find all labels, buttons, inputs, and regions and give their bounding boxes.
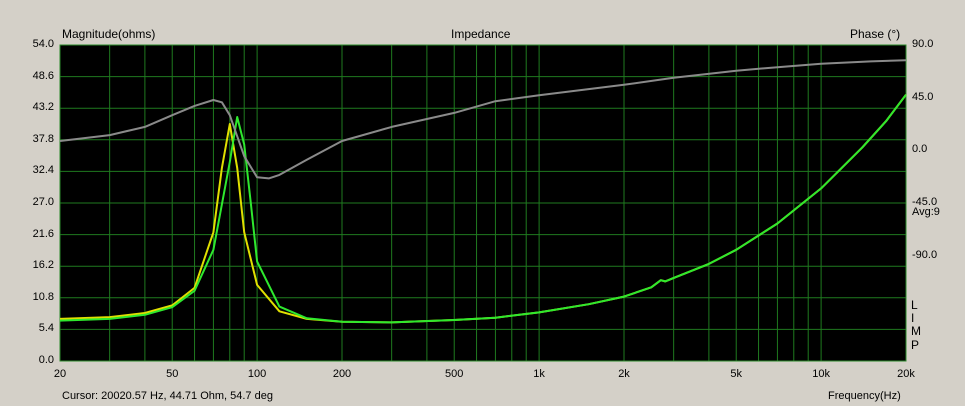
y-tick-label-left: 0.0 [38, 354, 54, 366]
limp-letter-i: I [911, 311, 915, 325]
series-line-2 [59, 59, 907, 180]
y-tick-label-left: 48.6 [32, 69, 54, 82]
series-line-1 [59, 94, 907, 324]
x-tick-label: 200 [332, 368, 352, 380]
limp-letter-l: L [911, 298, 918, 312]
y-tick-label-right: 45.0 [912, 90, 934, 103]
y-tick-label-right: -90.0 [912, 248, 938, 261]
y-axis-right-label: Phase (°) [850, 27, 901, 41]
y-tick-label-left: 54.0 [32, 38, 54, 50]
x-tick-label: 500 [445, 368, 464, 380]
x-tick-label: 1k [533, 368, 545, 380]
chart-title: Impedance [451, 27, 511, 41]
x-tick-label: 2k [618, 368, 630, 380]
x-tick-label: 10k [812, 368, 830, 380]
y-tick-label-left: 5.4 [38, 322, 54, 335]
plot-border [59, 44, 907, 362]
avg-annotation: Avg:9 [912, 206, 940, 218]
limp-letter-p: P [911, 338, 920, 352]
x-tick-label: 100 [247, 368, 267, 380]
x-tick-label: 5k [730, 368, 743, 380]
y-tick-label-left: 37.8 [32, 132, 54, 145]
limp-letter-m: M [911, 324, 921, 338]
y-tick-label-right: 90.0 [912, 38, 934, 50]
y-tick-label-left: 21.6 [32, 227, 54, 240]
y-tick-label-right: 0.0 [912, 143, 928, 156]
y-tick-label-left: 16.2 [32, 259, 54, 272]
y-axis-left-label: Magnitude(ohms) [62, 27, 156, 41]
y-tick-label-left: 32.4 [32, 164, 54, 177]
y-tick-label-left: 27.0 [32, 196, 54, 208]
x-tick-label: 50 [166, 368, 179, 380]
cursor-readout: Cursor: 20020.57 Hz, 44.71 Ohm, 54.7 deg [62, 390, 273, 402]
x-axis-label: Frequency(Hz) [828, 390, 901, 402]
y-tick-label-left: 10.8 [32, 290, 54, 303]
y-tick-label-left: 43.2 [32, 101, 54, 114]
y-tick-label-right: -45.0 [912, 196, 938, 208]
x-tick-label: 20 [53, 368, 67, 380]
x-tick-label: 20k [897, 368, 915, 380]
